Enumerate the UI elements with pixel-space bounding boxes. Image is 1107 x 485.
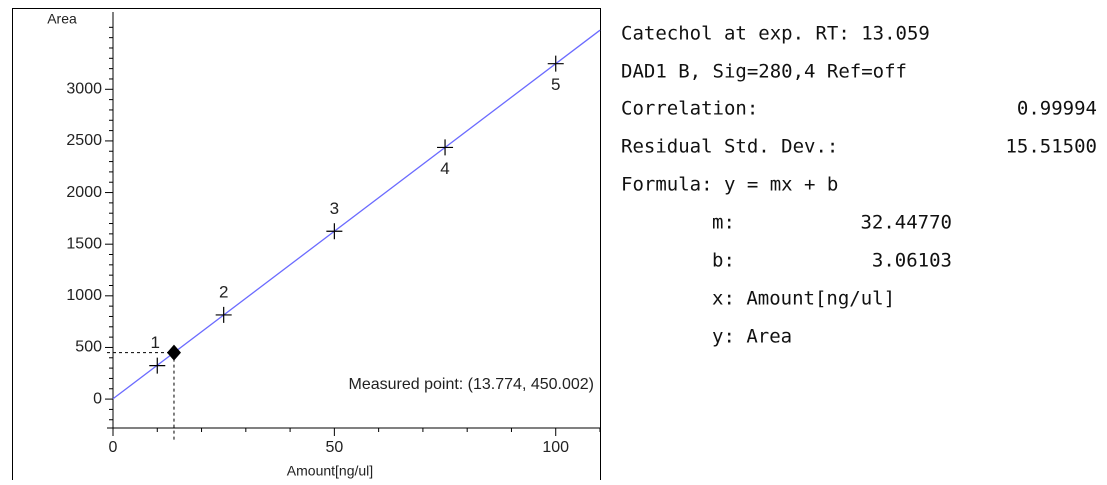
calibration-point bbox=[326, 223, 343, 240]
y-tick-label: 0 bbox=[93, 390, 102, 407]
y-tick-label: 2500 bbox=[66, 132, 102, 149]
info-value: 0.99994 bbox=[1017, 98, 1097, 120]
info-label: m: bbox=[712, 212, 735, 234]
y-tick-label: 500 bbox=[75, 339, 102, 356]
y-tick-label: 3000 bbox=[66, 81, 102, 98]
x-tick-label: 0 bbox=[109, 439, 118, 456]
info-value: 3.06103 bbox=[872, 250, 952, 272]
info-label: b: bbox=[712, 250, 735, 272]
calibration-point bbox=[215, 306, 232, 323]
point-label: 5 bbox=[551, 75, 560, 94]
info-x-def: x: Amount[ng/ul] bbox=[712, 288, 895, 310]
point-label: 2 bbox=[219, 282, 228, 301]
info-value: 32.44770 bbox=[860, 212, 952, 234]
info-label: Residual Std. Dev.: bbox=[621, 136, 838, 158]
y-tick-label: 1500 bbox=[66, 235, 102, 252]
info-label: Correlation: bbox=[621, 98, 758, 120]
calibration-point bbox=[149, 357, 166, 374]
calibration-point bbox=[437, 139, 454, 156]
info-signal: DAD1 B, Sig=280,4 Ref=off bbox=[621, 61, 907, 83]
point-label: 4 bbox=[440, 159, 449, 178]
info-y-def: y: Area bbox=[712, 326, 792, 348]
measured-point bbox=[166, 344, 181, 361]
calibration-point bbox=[547, 55, 564, 72]
x-tick-label: 100 bbox=[542, 439, 569, 456]
measured-point-label: Measured point: (13.774, 450.002) bbox=[349, 376, 595, 393]
y-tick-label: 2000 bbox=[66, 184, 102, 201]
y-axis-label: Area bbox=[47, 11, 77, 27]
x-axis-label: Amount[ng/ul] bbox=[287, 463, 373, 479]
fit-line bbox=[112, 29, 601, 400]
point-label: 1 bbox=[151, 333, 160, 352]
info-title: Catechol at exp. RT: 13.059 bbox=[621, 23, 930, 45]
y-tick-label: 1000 bbox=[66, 287, 102, 304]
point-label: 3 bbox=[330, 199, 339, 218]
info-value: 15.51500 bbox=[1005, 136, 1097, 158]
x-tick-label: 50 bbox=[325, 439, 343, 456]
info-formula: Formula: y = mx + b bbox=[621, 174, 838, 196]
